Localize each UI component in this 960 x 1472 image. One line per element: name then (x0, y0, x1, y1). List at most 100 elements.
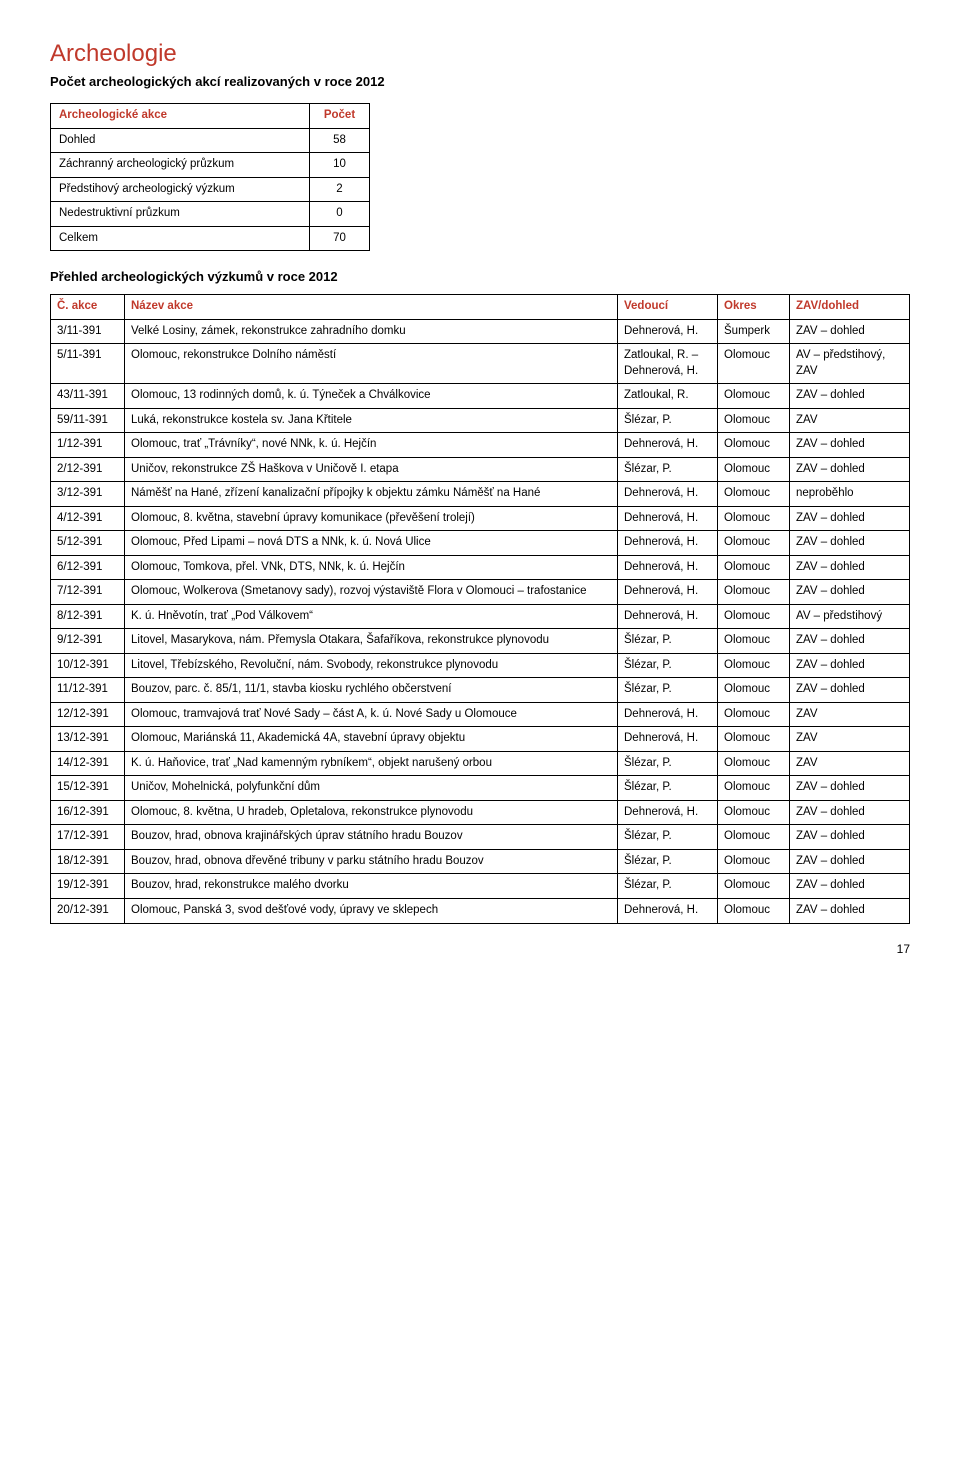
table-row: 19/12-391Bouzov, hrad, rekonstrukce malé… (51, 874, 910, 899)
research-cell-zav: ZAV – dohled (790, 874, 910, 899)
table-row: 2/12-391Uničov, rekonstrukce ZŠ Haškova … (51, 457, 910, 482)
table-row: 15/12-391Uničov, Mohelnická, polyfunkční… (51, 776, 910, 801)
research-cell-id: 13/12-391 (51, 727, 125, 752)
research-cell-lead: Dehnerová, H. (618, 727, 718, 752)
research-cell-lead: Dehnerová, H. (618, 800, 718, 825)
research-table: Č. akce Název akce Vedoucí Okres ZAV/doh… (50, 294, 910, 923)
research-cell-name: K. ú. Haňovice, trať „Nad kamenným rybní… (125, 751, 618, 776)
counts-cell-count: 58 (310, 128, 370, 153)
research-cell-zav: ZAV – dohled (790, 678, 910, 703)
research-cell-zav: AV – předstihový, ZAV (790, 344, 910, 384)
research-cell-lead: Dehnerová, H. (618, 506, 718, 531)
research-cell-id: 14/12-391 (51, 751, 125, 776)
research-cell-district: Šumperk (718, 319, 790, 344)
research-cell-name: Olomouc, trať „Trávníky“, nové NNk, k. ú… (125, 433, 618, 458)
research-cell-lead: Šlézar, P. (618, 751, 718, 776)
research-cell-id: 2/12-391 (51, 457, 125, 482)
research-cell-zav: ZAV – dohled (790, 653, 910, 678)
table-row: Nedestruktivní průzkum0 (51, 202, 370, 227)
counts-cell-label: Dohled (51, 128, 310, 153)
table-row: 3/12-391Náměšť na Hané, zřízení kanaliza… (51, 482, 910, 507)
table-row: 16/12-391Olomouc, 8. května, U hradeb, O… (51, 800, 910, 825)
research-cell-name: Olomouc, rekonstrukce Dolního náměstí (125, 344, 618, 384)
research-cell-lead: Šlézar, P. (618, 776, 718, 801)
research-cell-id: 11/12-391 (51, 678, 125, 703)
research-cell-name: Olomouc, 8. května, stavební úpravy komu… (125, 506, 618, 531)
table-row: 4/12-391Olomouc, 8. května, stavební úpr… (51, 506, 910, 531)
research-cell-district: Olomouc (718, 457, 790, 482)
research-cell-district: Olomouc (718, 482, 790, 507)
research-header-district: Okres (718, 295, 790, 320)
research-cell-zav: ZAV – dohled (790, 531, 910, 556)
counts-cell-count: 10 (310, 153, 370, 178)
research-cell-id: 19/12-391 (51, 874, 125, 899)
research-cell-lead: Šlézar, P. (618, 629, 718, 654)
research-cell-lead: Dehnerová, H. (618, 482, 718, 507)
research-cell-district: Olomouc (718, 344, 790, 384)
page-number: 17 (50, 942, 910, 956)
counts-cell-count: 70 (310, 226, 370, 251)
research-cell-name: Olomouc, Tomkova, přel. VNk, DTS, NNk, k… (125, 555, 618, 580)
research-cell-id: 6/12-391 (51, 555, 125, 580)
research-cell-district: Olomouc (718, 604, 790, 629)
research-cell-district: Olomouc (718, 555, 790, 580)
research-cell-name: Olomouc, 13 rodinných domů, k. ú. Týneče… (125, 384, 618, 409)
research-cell-name: Bouzov, hrad, rekonstrukce malého dvorku (125, 874, 618, 899)
research-cell-name: Velké Losiny, zámek, rekonstrukce zahrad… (125, 319, 618, 344)
counts-header-count: Počet (310, 104, 370, 129)
research-header-id: Č. akce (51, 295, 125, 320)
research-cell-id: 12/12-391 (51, 702, 125, 727)
research-cell-district: Olomouc (718, 800, 790, 825)
research-cell-id: 9/12-391 (51, 629, 125, 654)
research-cell-zav: ZAV – dohled (790, 629, 910, 654)
research-cell-name: Bouzov, parc. č. 85/1, 11/1, stavba kios… (125, 678, 618, 703)
research-cell-district: Olomouc (718, 825, 790, 850)
research-cell-district: Olomouc (718, 580, 790, 605)
table-row: Záchranný archeologický průzkum10 (51, 153, 370, 178)
research-cell-id: 4/12-391 (51, 506, 125, 531)
research-cell-id: 1/12-391 (51, 433, 125, 458)
research-cell-lead: Šlézar, P. (618, 825, 718, 850)
research-cell-district: Olomouc (718, 408, 790, 433)
research-cell-lead: Šlézar, P. (618, 874, 718, 899)
research-cell-zav: ZAV – dohled (790, 319, 910, 344)
research-header-zav: ZAV/dohled (790, 295, 910, 320)
research-cell-lead: Dehnerová, H. (618, 580, 718, 605)
table-row: 12/12-391Olomouc, tramvajová trať Nové S… (51, 702, 910, 727)
research-cell-id: 3/11-391 (51, 319, 125, 344)
research-cell-lead: Dehnerová, H. (618, 319, 718, 344)
research-cell-zav: ZAV – dohled (790, 384, 910, 409)
table-row: 20/12-391Olomouc, Panská 3, svod dešťové… (51, 898, 910, 923)
research-cell-zav: ZAV – dohled (790, 776, 910, 801)
research-cell-district: Olomouc (718, 506, 790, 531)
research-cell-district: Olomouc (718, 433, 790, 458)
research-cell-lead: Dehnerová, H. (618, 555, 718, 580)
research-cell-zav: ZAV – dohled (790, 898, 910, 923)
counts-cell-label: Předstihový archeologický výzkum (51, 177, 310, 202)
table-row: 10/12-391Litovel, Třebízského, Revoluční… (51, 653, 910, 678)
research-cell-lead: Zatloukal, R. (618, 384, 718, 409)
research-cell-district: Olomouc (718, 727, 790, 752)
research-cell-zav: ZAV – dohled (790, 457, 910, 482)
research-cell-id: 16/12-391 (51, 800, 125, 825)
counts-header-action: Archeologické akce (51, 104, 310, 129)
section-title: Archeologie (50, 40, 910, 68)
research-cell-district: Olomouc (718, 531, 790, 556)
research-cell-lead: Šlézar, P. (618, 457, 718, 482)
research-cell-district: Olomouc (718, 874, 790, 899)
research-cell-id: 17/12-391 (51, 825, 125, 850)
research-cell-zav: ZAV (790, 751, 910, 776)
counts-heading: Počet archeologických akcí realizovaných… (50, 74, 910, 89)
research-cell-zav: ZAV – dohled (790, 506, 910, 531)
counts-cell-count: 2 (310, 177, 370, 202)
research-cell-district: Olomouc (718, 702, 790, 727)
research-cell-zav: neproběhlo (790, 482, 910, 507)
research-cell-name: Olomouc, tramvajová trať Nové Sady – čás… (125, 702, 618, 727)
research-cell-lead: Šlézar, P. (618, 408, 718, 433)
research-cell-zav: ZAV – dohled (790, 800, 910, 825)
research-cell-zav: ZAV – dohled (790, 849, 910, 874)
research-cell-district: Olomouc (718, 849, 790, 874)
research-cell-district: Olomouc (718, 751, 790, 776)
table-row: 8/12-391K. ú. Hněvotín, trať „Pod Válkov… (51, 604, 910, 629)
counts-cell-count: 0 (310, 202, 370, 227)
